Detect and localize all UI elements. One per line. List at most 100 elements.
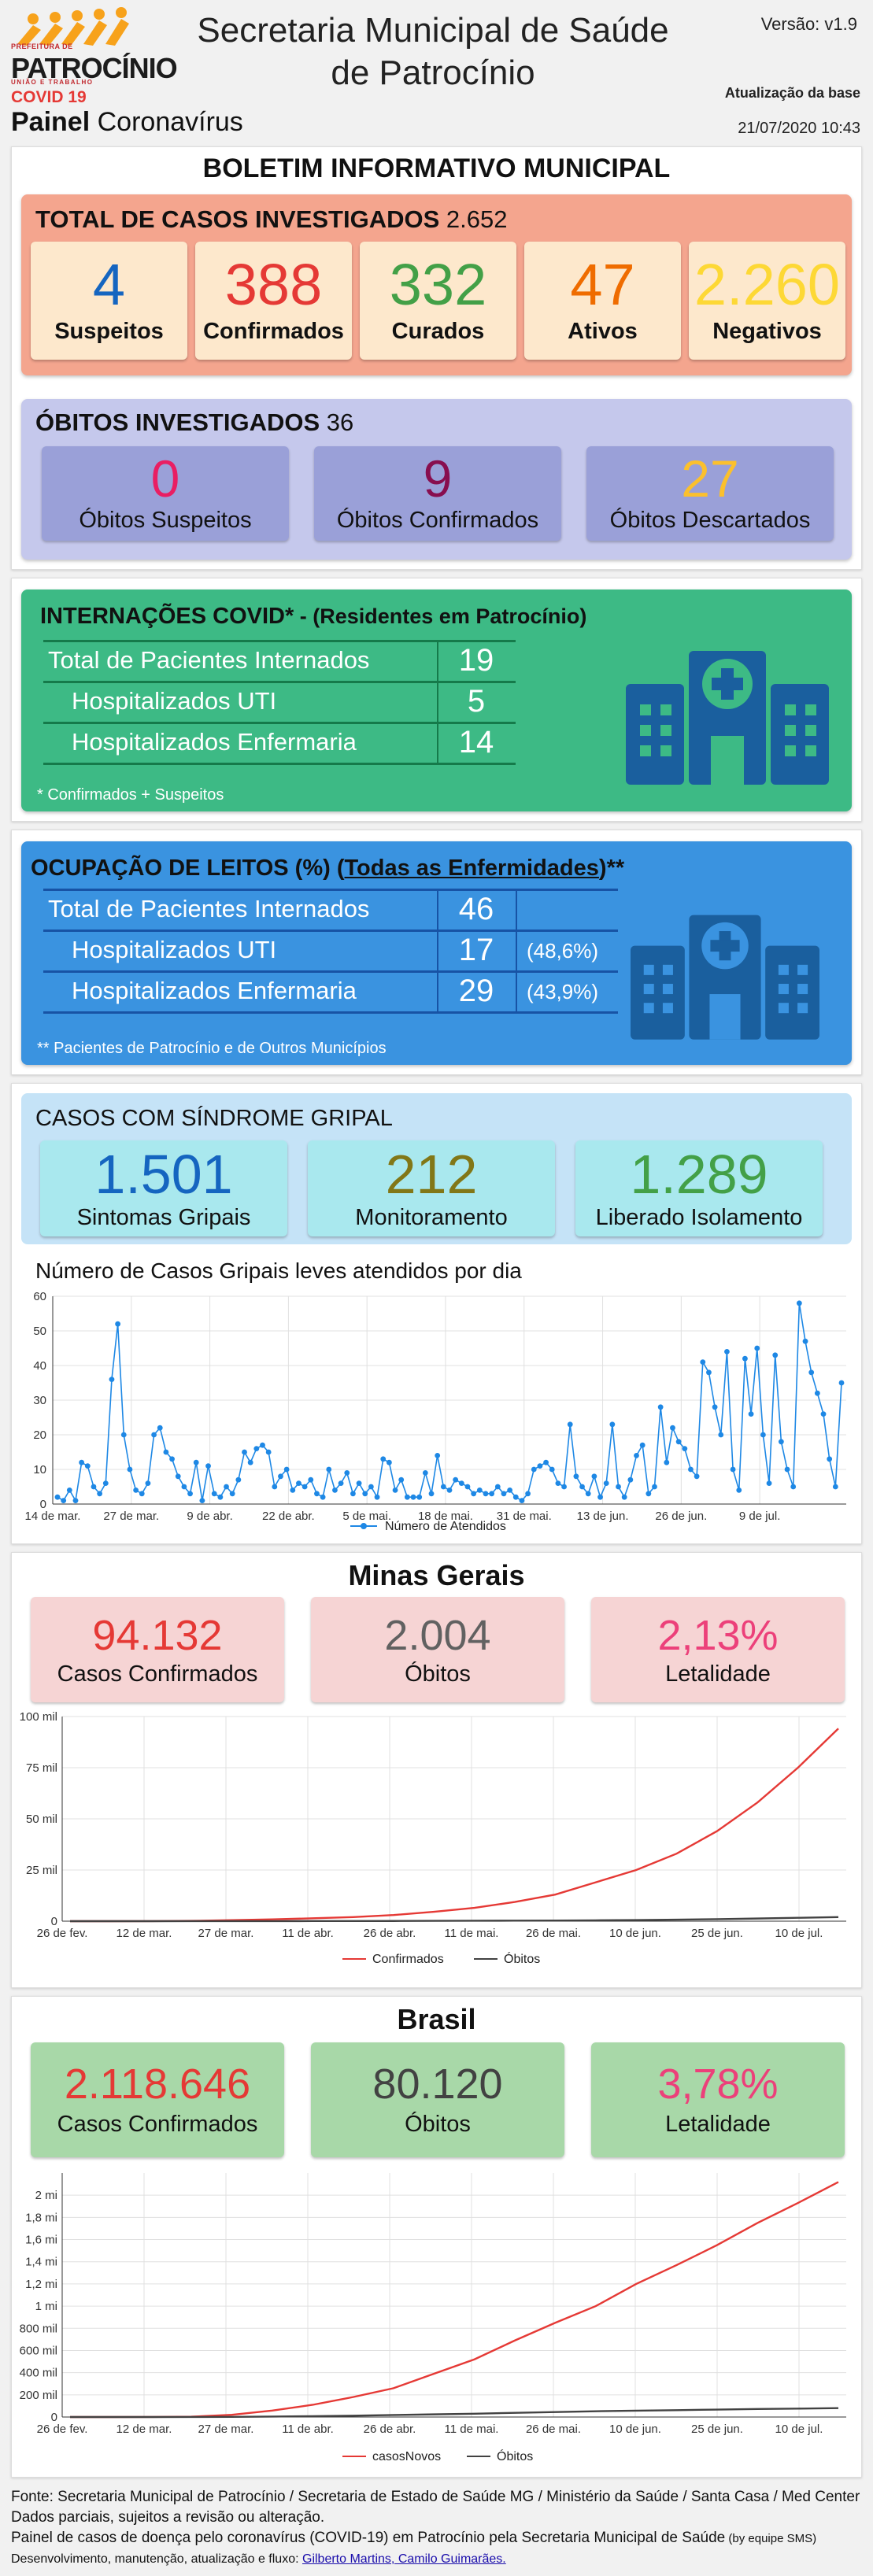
y-tick-label: 40 [33, 1359, 46, 1373]
sindrome-box: CASOS COM SÍNDROME GRIPAL 1.501 Sintomas … [21, 1093, 852, 1244]
brasil-card-0-value: 2.118.646 [64, 2060, 251, 2108]
legend-label: Número de Atendidos [385, 1520, 506, 1533]
x-tick-label: 9 de abr. [187, 1510, 232, 1523]
y-tick-label: 50 [33, 1325, 46, 1338]
data-point [314, 1491, 320, 1497]
death-card-1: 9 Óbitos Confirmados [314, 446, 561, 541]
sindrome-panel: CASOS COM SÍNDROME GRIPAL 1.501 Sintomas … [11, 1083, 862, 1544]
cases-box: TOTAL DE CASOS INVESTIGADOS 2.652 4 Suspe… [21, 194, 852, 375]
death-card-0-label: Óbitos Suspeitos [79, 508, 252, 533]
table-row-label: Hospitalizados UTI [72, 687, 277, 715]
case-card-3: 47 Ativos [524, 242, 681, 360]
x-tick-label: 13 de jun. [577, 1510, 629, 1523]
table-row-value: 46 [458, 892, 494, 926]
brasil-card-2-value: 3,78% [657, 2060, 779, 2108]
data-point [507, 1488, 513, 1493]
data-point [350, 1491, 356, 1497]
data-point [525, 1491, 531, 1497]
data-point [410, 1494, 416, 1500]
gripal-card-0-label: Sintomas Gripais [76, 1205, 251, 1230]
data-point [398, 1476, 405, 1483]
gripal-card-2-value: 1.289 [630, 1144, 768, 1205]
table-column-divider [516, 890, 517, 1013]
minas-card-0-value: 94.132 [92, 1612, 223, 1659]
data-point [730, 1466, 736, 1473]
death-card-2-label: Óbitos Descartados [609, 508, 811, 533]
footer-disclaimer: Dados parciais, sujeitos a revisão ou al… [11, 2509, 325, 2526]
minas-panel: Minas Gerais 94.132 Casos Confirmados 2.00… [11, 1552, 862, 1988]
x-tick-label: 9 de jul. [739, 1510, 781, 1523]
minas-card-0-label: Casos Confirmados [57, 1661, 258, 1687]
data-point [512, 1494, 519, 1500]
x-tick-label: 10 de jun. [609, 2423, 661, 2436]
table-divider [43, 889, 618, 891]
data-point [796, 1300, 802, 1306]
data-point [808, 1369, 815, 1376]
brasil-card-1: 80.120 Óbitos [311, 2042, 564, 2157]
death-card-2-value: 27 [681, 449, 739, 508]
death-card-1-label: Óbitos Confirmados [336, 508, 539, 533]
data-point [84, 1463, 91, 1469]
data-point [742, 1355, 748, 1362]
data-point [603, 1480, 609, 1486]
footer-credits: Desenvolvimento, manutenção, atualização… [11, 2552, 506, 2566]
data-point [814, 1390, 820, 1396]
data-point [483, 1491, 489, 1497]
data-point [308, 1476, 314, 1483]
data-point [386, 1459, 392, 1465]
x-tick-label: 27 de mar. [198, 2423, 254, 2436]
y-tick-label: 75 mil [26, 1761, 57, 1775]
y-tick-label: 0 [51, 2411, 57, 2424]
data-point [61, 1498, 67, 1503]
hospital-icon [626, 651, 829, 785]
brasil-card-2: 3,78% Letalidade [591, 2042, 845, 2157]
x-tick-label: 11 de mai. [445, 2423, 499, 2436]
data-point [422, 1470, 428, 1476]
data-point [217, 1494, 224, 1500]
data-point [585, 1491, 591, 1497]
case-card-3-label: Ativos [568, 319, 638, 344]
minas-card-1: 2.004 Óbitos [311, 1597, 564, 1702]
table-divider [43, 1011, 618, 1014]
footer-source: Fonte: Secretaria Municipal de Patrocíni… [11, 2489, 860, 2505]
data-point [664, 1459, 670, 1465]
y-tick-label: 0 [51, 1915, 57, 1928]
data-point [72, 1498, 79, 1503]
data-point [79, 1459, 85, 1465]
series-line [69, 1728, 839, 1923]
data-point [652, 1484, 657, 1490]
table-row-value: 17 [458, 933, 494, 967]
legend-label: Óbitos [497, 2448, 533, 2463]
deaths-title: ÓBITOS INVESTIGADOS 36 [35, 408, 354, 436]
brasil-panel: Brasil 2.118.646 Casos Confirmados 80.120 Ó… [11, 1996, 862, 2478]
data-point [133, 1488, 139, 1493]
data-point [657, 1404, 664, 1410]
case-card-1: 388 Confirmados [195, 242, 352, 360]
data-point [627, 1476, 634, 1483]
data-point [567, 1421, 573, 1428]
data-point [682, 1446, 688, 1451]
table-row-label: Hospitalizados Enfermaria [72, 977, 357, 1004]
x-tick-label: 26 de fev. [37, 1927, 88, 1940]
brasil-card-0: 2.118.646 Casos Confirmados [31, 2042, 284, 2157]
data-point [458, 1480, 464, 1486]
gripal-card-2: 1.289 Liberado Isolamento [575, 1140, 823, 1236]
brasil-title: Brasil [397, 2003, 476, 2035]
data-point [187, 1491, 193, 1497]
data-point [290, 1488, 296, 1493]
x-tick-label: 26 de mai. [526, 1927, 581, 1940]
x-tick-label: 26 de mai. [526, 2423, 581, 2436]
painel-label: Painel Coronavírus [11, 107, 243, 137]
x-tick-label: 11 de mai. [445, 1927, 499, 1940]
data-point [464, 1484, 471, 1490]
table-row-value: 14 [458, 725, 494, 759]
internacoes-box: INTERNAÇÕES COVID* - (Residentes em Patr… [21, 589, 852, 811]
data-point [265, 1449, 272, 1455]
y-tick-label: 600 mil [20, 2344, 57, 2357]
y-tick-label: 10 [33, 1463, 46, 1476]
case-card-4: 2.260 Negativos [689, 242, 845, 360]
data-point [356, 1480, 362, 1486]
data-point [102, 1480, 109, 1486]
data-point [453, 1476, 459, 1483]
credits-link[interactable]: Gilberto Martins, Camilo Guimarães. [302, 2552, 506, 2566]
